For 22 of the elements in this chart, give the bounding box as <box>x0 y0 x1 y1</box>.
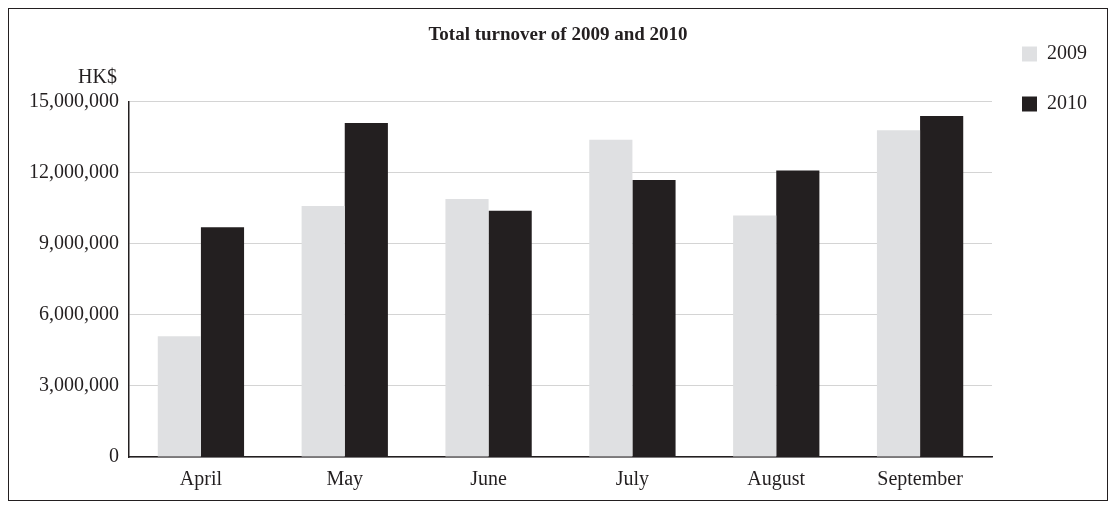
legend-label: 2010 <box>1047 91 1087 114</box>
bar <box>445 198 489 457</box>
y-tick-label: 6,000,000 <box>39 302 119 325</box>
x-tick-label: April <box>179 467 223 491</box>
x-tick-label: August <box>747 467 806 491</box>
y-tick-label: 3,000,000 <box>39 373 119 396</box>
legend-label: 2009 <box>1047 41 1087 64</box>
bar <box>301 205 345 457</box>
x-tick-label: May <box>326 467 364 491</box>
bar <box>589 139 633 457</box>
x-tick-label: June <box>470 467 508 490</box>
bar <box>876 130 921 457</box>
y-tick-label: 12,000,000 <box>29 160 119 183</box>
y-tick-label: 9,000,000 <box>39 231 119 254</box>
y-tick-label: 0 <box>109 444 119 467</box>
x-tick-label: September <box>877 467 964 491</box>
bar <box>157 336 201 457</box>
chart-title: Total turnover of 2009 and 2010 <box>428 23 688 45</box>
x-tick-label: July <box>615 467 650 491</box>
bar <box>733 215 777 457</box>
y-axis-title: HK$ <box>78 65 117 88</box>
y-tick-label: 15,000,000 <box>29 89 119 112</box>
